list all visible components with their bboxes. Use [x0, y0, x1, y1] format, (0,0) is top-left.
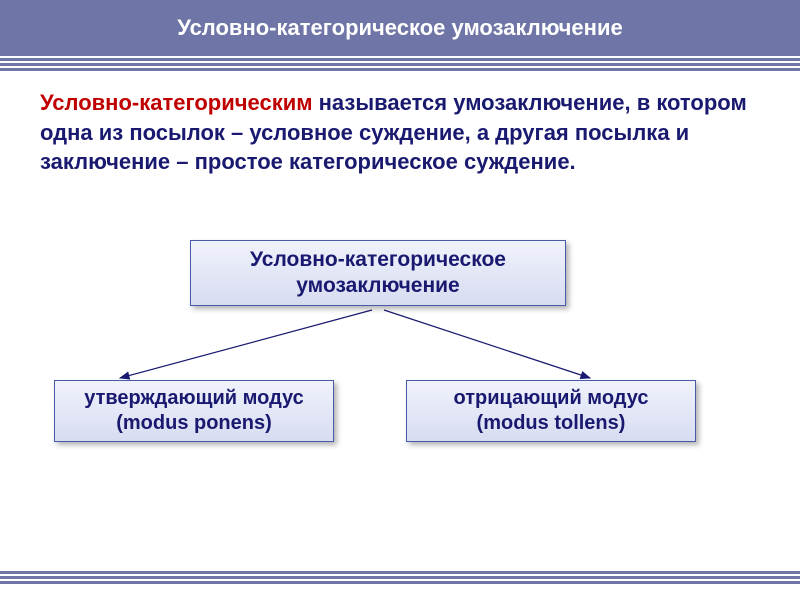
node-root-label: Условно-категорическое умозаключение — [201, 247, 555, 300]
definition-term: Условно-категорическим — [40, 90, 313, 115]
node-right: отрицающий модус (modus tollens) — [406, 380, 696, 442]
node-right-label: отрицающий модус (modus tollens) — [417, 386, 685, 436]
node-root: Условно-категорическое умозаключение — [190, 240, 566, 306]
edge-root-right — [384, 310, 590, 378]
decorative-band-bottom — [0, 571, 800, 586]
edges-svg — [0, 306, 800, 386]
node-left: утверждающий модус (modus ponens) — [54, 380, 334, 442]
definition-text: Условно-категорическим называется умозак… — [40, 88, 760, 177]
decorative-band-top — [0, 58, 800, 73]
slide-header: Условно-категорическое умозаключение — [0, 0, 800, 56]
slide-title: Условно-категорическое умозаключение — [177, 15, 622, 41]
edge-root-left — [120, 310, 372, 378]
node-left-label: утверждающий модус (modus ponens) — [65, 386, 323, 436]
